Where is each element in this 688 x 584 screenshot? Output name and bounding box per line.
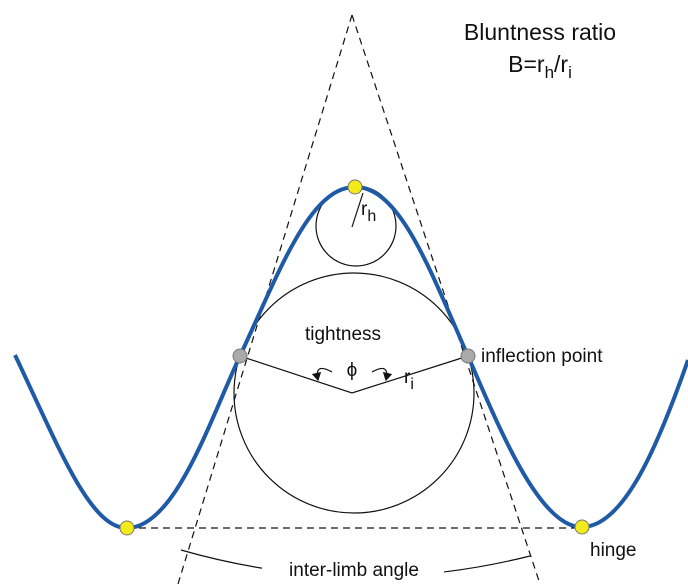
inflection-circle <box>233 272 475 514</box>
ri-label: ri <box>404 367 414 393</box>
formula-sub: i <box>568 63 572 82</box>
interlimb-label: inter-limb angle <box>289 560 419 581</box>
phi-label: ϕ <box>347 360 358 381</box>
ri-radius <box>239 355 469 394</box>
ri-sub: i <box>410 376 414 393</box>
formula: B=rh/ri <box>508 51 572 82</box>
formula-sub: h <box>545 63 554 82</box>
axial-line <box>351 14 541 584</box>
hinge-point <box>574 519 590 535</box>
rh-base: r <box>361 199 368 220</box>
rh-radius <box>351 192 364 228</box>
hinge-label: hinge <box>590 540 637 561</box>
construction <box>127 14 582 584</box>
angle-arrow <box>311 367 333 382</box>
rh-label: rh <box>361 199 376 225</box>
tightness-label: tightness <box>305 324 381 345</box>
rh-sub: h <box>367 208 376 225</box>
formula-part: /r <box>554 51 568 77</box>
formula-part: B=r <box>508 51 545 77</box>
hinge-point <box>347 179 363 195</box>
inflection-point <box>232 348 248 364</box>
ri-base: r <box>404 367 411 388</box>
hinge-point <box>119 520 135 536</box>
angle-arrow <box>371 367 393 382</box>
inflection-point <box>460 348 476 364</box>
title: Bluntness ratio <box>464 19 616 45</box>
label-bg <box>262 558 444 582</box>
axial-line <box>177 14 353 584</box>
inflection-label: inflection point <box>481 346 603 367</box>
